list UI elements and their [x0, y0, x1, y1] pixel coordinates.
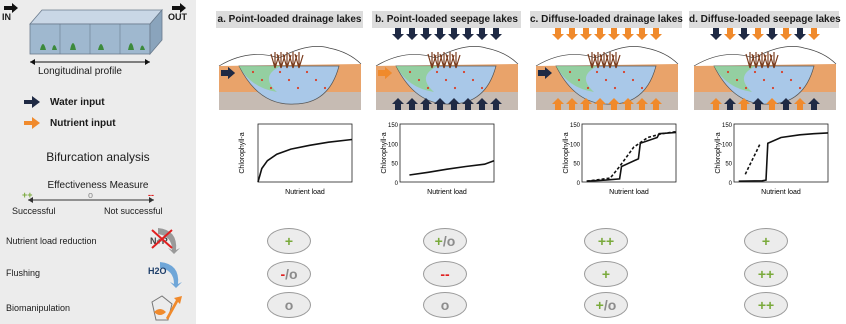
rating-badge: ++	[744, 292, 788, 318]
x-axis-label: Nutrient load	[285, 189, 325, 196]
series-line-0	[257, 138, 353, 183]
y-tick-label: 50	[391, 162, 398, 168]
nutrient-reduction-icon: N+P	[150, 228, 180, 254]
successful-label: Successful	[12, 206, 56, 216]
rating-badge: -/o	[267, 261, 311, 287]
lake-cross-sections	[218, 28, 837, 110]
rating-symbol: -	[280, 266, 286, 282]
lake-illustration-3	[693, 28, 837, 110]
inflow-label: IN	[2, 12, 11, 22]
outflow-label: OUT	[168, 12, 187, 22]
x-axis-label: Nutrient load	[427, 189, 467, 196]
rating-symbol: /o	[442, 233, 456, 249]
rating-badge: +	[584, 261, 628, 287]
x-axis-label: Nutrient load	[609, 189, 649, 196]
y-tick-label: 50	[725, 162, 732, 168]
header-diffuse-loaded-seepage: d. Diffuse-loaded seepage lakes	[689, 11, 841, 28]
rating-symbol: ++	[597, 233, 615, 249]
rating-badge: ++	[584, 228, 628, 254]
measure-biomanipulation: Biomanipulation	[6, 303, 71, 313]
flushing-icon: H2O	[148, 262, 182, 288]
rating-badge: o	[423, 292, 467, 318]
rating-symbol: ++	[757, 297, 775, 313]
rating-symbol: o	[440, 297, 450, 313]
lake-illustration-2	[535, 28, 679, 110]
y-tick-label: 100	[570, 142, 581, 148]
rating-symbol: +	[434, 233, 443, 249]
header-diffuse-loaded-drainage: c. Diffuse-loaded drainage lakes	[530, 11, 683, 28]
effectiveness-scale	[28, 197, 154, 203]
nutrient-input-legend: Nutrient input	[24, 117, 116, 129]
chart-diffuse-seepage: 0 50 100 150 Nutrient load Chlorophyll-a	[715, 123, 829, 196]
y-axis-label: Chlorophyll-a	[715, 132, 722, 173]
bifurcation-title: Bifurcation analysis	[46, 150, 150, 164]
chart-point-drainage: Nutrient load Chlorophyll-a	[239, 123, 353, 196]
scale-minus: --	[148, 190, 154, 200]
rating-symbol: --	[440, 266, 450, 282]
lake-illustration-0	[218, 46, 362, 110]
x-axis-label: Nutrient load	[761, 189, 801, 196]
y-axis-label: Chlorophyll-a	[563, 132, 570, 173]
y-tick-label: 100	[388, 142, 399, 148]
y-tick-label: 150	[722, 123, 733, 129]
water-input-legend: Water input	[24, 96, 105, 108]
longitudinal-profile-illustration	[4, 3, 186, 65]
rating-symbol: +	[595, 297, 604, 313]
rating-symbol: /o	[285, 266, 298, 282]
scale-neutral: o	[88, 190, 94, 200]
plot-frame	[399, 123, 495, 183]
y-tick-label: 0	[729, 181, 733, 187]
y-axis-label: Chlorophyll-a	[239, 132, 246, 173]
y-axis-label: Chlorophyll-a	[381, 132, 388, 173]
measure-flushing: Flushing	[6, 268, 41, 278]
plot-frame	[257, 123, 353, 183]
y-tick-label: 50	[573, 162, 580, 168]
rating-badge: +/o	[584, 292, 628, 318]
biomanipulation-icon	[151, 295, 182, 321]
chart-point-seepage: 0 50 100 150 Nutrient load Chlorophyll-a	[381, 123, 495, 196]
rating-badge: ++	[744, 261, 788, 287]
scale-plus: ++	[22, 190, 33, 200]
rating-symbol: ++	[757, 266, 775, 282]
nutrient-input-label: Nutrient input	[50, 117, 116, 129]
series-line-0	[586, 131, 677, 182]
y-tick-label: 0	[577, 181, 581, 187]
legend-sidebar: IN OUT Longitudinal profile Water input …	[0, 0, 196, 324]
lake-illustration-1	[375, 28, 519, 110]
chart-diffuse-drainage: 0 50 100 150 Nutrient load Chlorophyll-a	[563, 123, 677, 196]
y-tick-label: 0	[395, 181, 399, 187]
header-point-loaded-seepage: b. Point-loaded seepage lakes	[372, 11, 521, 28]
rating-symbol: o	[284, 297, 294, 313]
rating-badge: +	[267, 228, 311, 254]
rating-symbol: +	[601, 266, 611, 282]
rating-badge: +/o	[423, 228, 467, 254]
effectiveness-title: Effectiveness Measure	[47, 180, 149, 191]
rating-symbol: +	[761, 233, 771, 249]
y-tick-label: 150	[570, 123, 581, 129]
flushing-icon-text: H2O	[148, 266, 167, 276]
nutrient-arrow-icon	[24, 117, 40, 129]
series-line-0	[409, 159, 495, 176]
rating-symbol: +	[284, 233, 294, 249]
rating-symbol: /o	[603, 297, 617, 313]
rating-badge: o	[267, 292, 311, 318]
rating-badge: --	[423, 261, 467, 287]
plot-frame	[581, 123, 677, 183]
y-tick-label: 150	[388, 123, 399, 129]
series-line-1	[744, 142, 762, 175]
header-point-loaded-drainage: a. Point-loaded drainage lakes	[216, 11, 363, 28]
series-line-1	[586, 130, 677, 182]
y-tick-label: 100	[722, 142, 733, 148]
water-arrow-icon	[24, 96, 40, 108]
rating-badge: +	[744, 228, 788, 254]
measure-nutrient-reduction: Nutrient load reduction	[6, 236, 97, 246]
profile-label: Longitudinal profile	[38, 66, 122, 77]
series-line-0	[738, 132, 829, 182]
plot-frame	[733, 123, 829, 183]
water-input-label: Water input	[50, 96, 105, 108]
not-successful-label: Not successful	[104, 206, 163, 216]
